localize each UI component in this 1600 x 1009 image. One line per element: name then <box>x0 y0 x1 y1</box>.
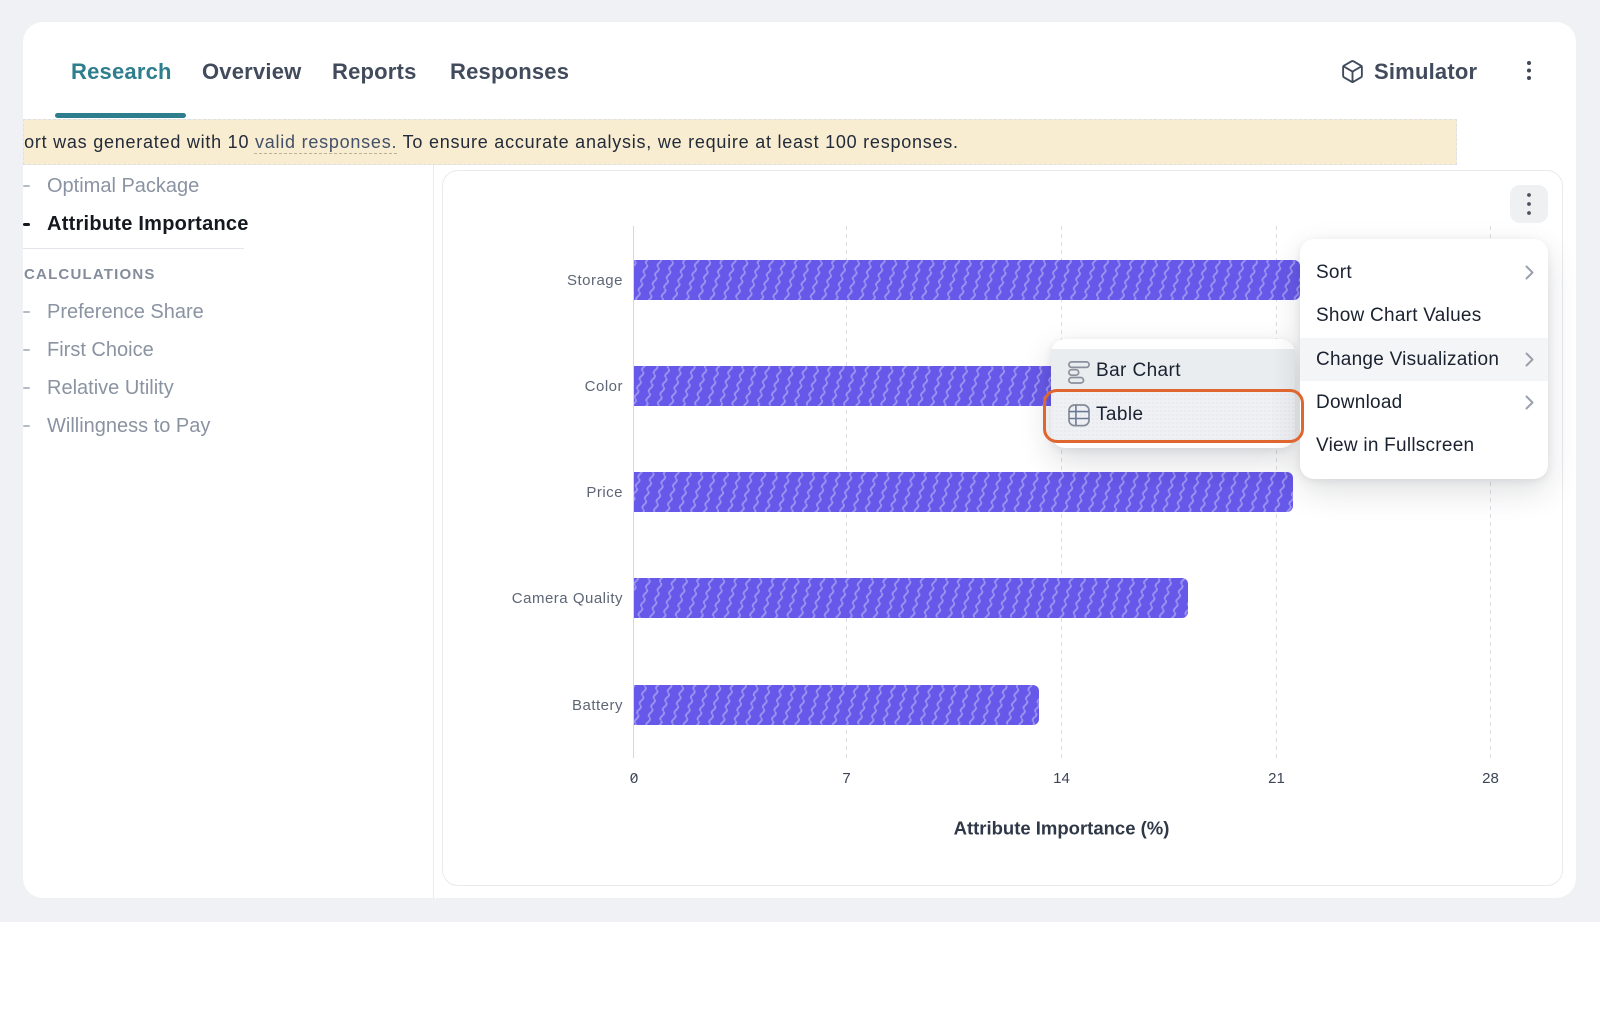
svg-text:28: 28 <box>1482 770 1499 787</box>
svg-text:7: 7 <box>842 770 850 787</box>
svg-text:Storage: Storage <box>567 272 623 289</box>
svg-text:Attribute Importance (%): Attribute Importance (%) <box>954 818 1170 839</box>
svg-text:21: 21 <box>1268 770 1285 787</box>
svg-text:Color: Color <box>585 378 623 395</box>
svg-text:Camera Quality: Camera Quality <box>512 590 623 607</box>
svg-text:0: 0 <box>630 770 638 787</box>
svg-text:14: 14 <box>1053 770 1070 787</box>
svg-text:Battery: Battery <box>572 697 623 714</box>
svg-text:Price: Price <box>586 484 623 501</box>
